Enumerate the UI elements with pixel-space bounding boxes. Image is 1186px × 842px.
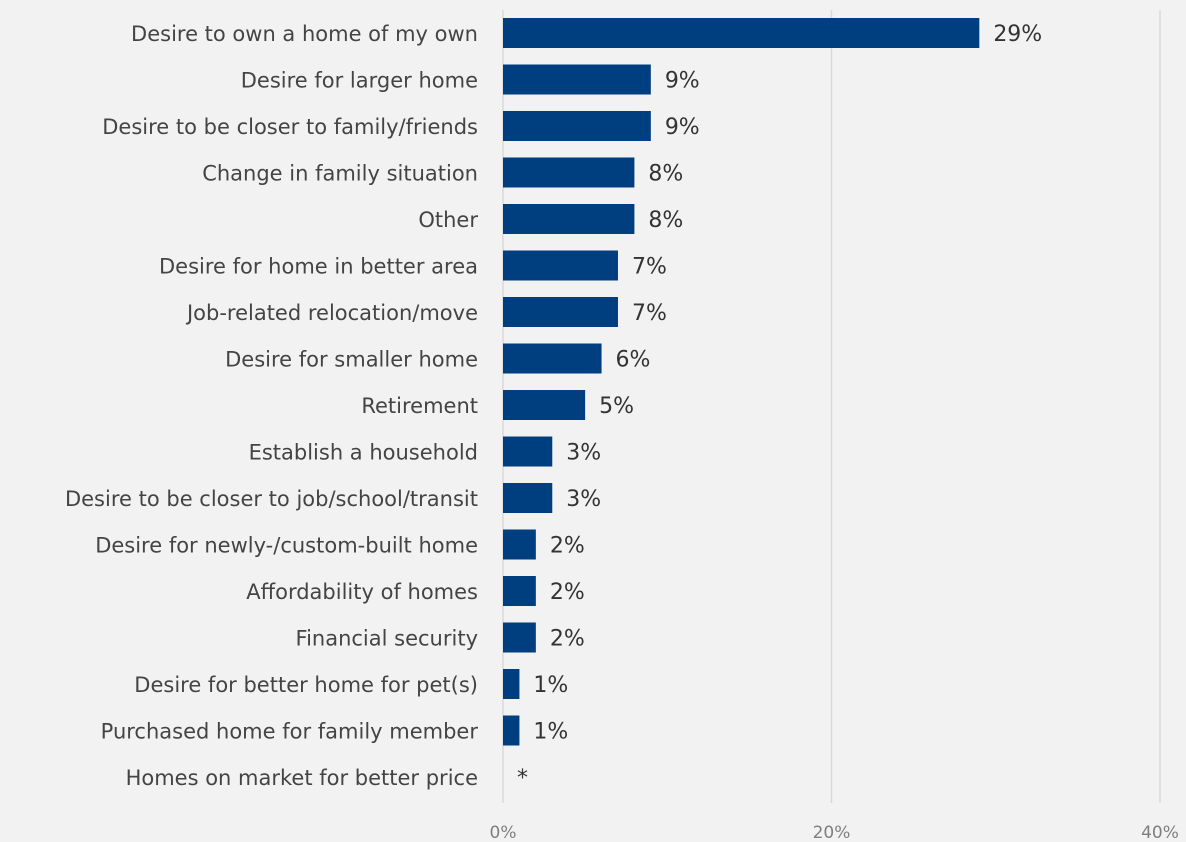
category-labels: Desire to own a home of my own Desire for…: [65, 22, 478, 790]
data-label-1: 9%: [665, 69, 700, 94]
data-label-0: 29%: [993, 22, 1042, 47]
x-tick-label-2: 40%: [1141, 823, 1179, 842]
bar-1: [503, 64, 651, 95]
x-tick-label-1: 20%: [813, 823, 851, 842]
category-label-4: Other: [418, 208, 478, 232]
bar-2: [503, 111, 651, 141]
bar-10: [503, 483, 553, 513]
data-label-5: 7%: [632, 255, 667, 280]
category-label-10: Desire to be closer to job/school/transi…: [65, 487, 478, 511]
category-label-7: Desire for smaller home: [225, 348, 478, 372]
category-label-3: Change in family situation: [202, 162, 478, 186]
data-label-10: 3%: [566, 487, 601, 512]
bars: [503, 18, 980, 746]
bar-5: [503, 250, 618, 281]
category-label-9: Establish a household: [249, 441, 478, 465]
bar-6: [503, 297, 618, 327]
bar-12: [503, 576, 536, 606]
data-label-4: 8%: [648, 208, 683, 233]
category-label-13: Financial security: [296, 627, 478, 651]
data-label-11: 2%: [550, 534, 585, 559]
category-label-14: Desire for better home for pet(s): [134, 673, 478, 697]
data-label-7: 6%: [616, 348, 651, 373]
category-label-2: Desire to be closer to family/friends: [102, 115, 478, 139]
data-label-2: 9%: [665, 115, 700, 140]
bar-14: [503, 669, 520, 699]
data-label-12: 2%: [550, 580, 585, 605]
data-label-6: 7%: [632, 301, 667, 326]
bar-8: [503, 390, 586, 420]
bar-11: [503, 529, 536, 560]
x-axis-ticks: 0% 20% 40%: [490, 823, 1179, 842]
bar-3: [503, 157, 635, 188]
bar-4: [503, 204, 635, 234]
data-label-15: 1%: [533, 720, 568, 745]
bar-15: [503, 715, 520, 746]
category-label-1: Desire for larger home: [241, 69, 478, 93]
bar-9: [503, 436, 553, 467]
data-label-9: 3%: [566, 441, 601, 466]
category-label-15: Purchased home for family member: [101, 720, 479, 744]
category-label-8: Retirement: [361, 394, 478, 418]
category-label-11: Desire for newly-/custom-built home: [95, 534, 478, 558]
data-label-13: 2%: [550, 627, 585, 652]
data-label-14: 1%: [533, 673, 568, 698]
category-label-0: Desire to own a home of my own: [131, 22, 478, 46]
category-label-12: Affordability of homes: [246, 580, 478, 604]
data-label-8: 5%: [599, 394, 634, 419]
bar-0: [503, 18, 980, 48]
data-label-16: *: [517, 766, 528, 791]
category-label-16: Homes on market for better price: [126, 766, 478, 790]
category-label-6: Job-related relocation/move: [185, 301, 478, 325]
bar-7: [503, 343, 602, 374]
bar-13: [503, 622, 536, 653]
data-label-3: 8%: [648, 162, 683, 187]
data-labels: 29%9%9%8%8%7%7%6%5%3%3%2%2%2%1%1%*: [517, 22, 1042, 791]
x-tick-label-0: 0%: [490, 823, 517, 842]
category-label-5: Desire for home in better area: [159, 255, 478, 279]
